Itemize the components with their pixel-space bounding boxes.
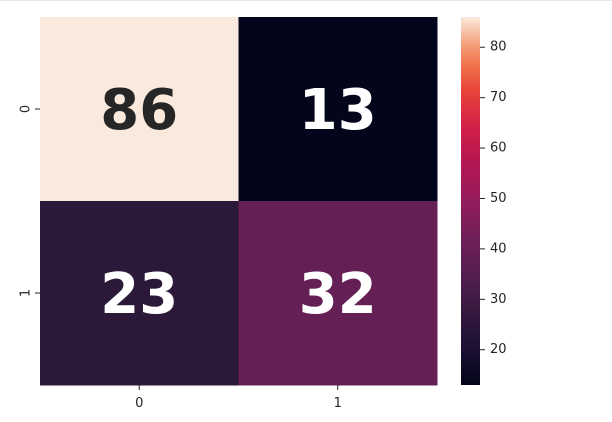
- heatmap-cell-1-1: [238, 201, 438, 386]
- cell-value-1-0: 23: [100, 262, 178, 327]
- cell-value-1-1: 32: [299, 262, 377, 327]
- window-top-edge: [0, 0, 612, 1]
- x-tick-label-1: 1: [334, 396, 342, 411]
- colorbar-tick-label-6: 80: [490, 40, 507, 55]
- colorbar-tick-label-2: 40: [490, 241, 507, 256]
- heatmap-cell-0-0: [40, 17, 239, 202]
- x-tick-label-0: 0: [135, 396, 143, 411]
- heatmap-cells: [40, 17, 438, 386]
- colorbar-tick-label-0: 20: [490, 342, 507, 357]
- cell-value-0-0: 86: [100, 78, 178, 143]
- colorbar-tick-label-4: 60: [490, 141, 507, 156]
- heatmap-cell-1-0: [40, 201, 239, 386]
- colorbar-tick-label-1: 30: [490, 292, 507, 307]
- y-tick-label-0: 0: [19, 105, 34, 113]
- cell-annotations: 86 13 23 32: [100, 78, 376, 327]
- y-tick-label-1: 1: [19, 289, 34, 297]
- colorbar-tick-label-5: 70: [490, 90, 507, 105]
- colorbar-tick-label-3: 50: [490, 191, 507, 206]
- colorbar: [461, 17, 480, 385]
- heatmap-cell-0-1: [238, 17, 438, 202]
- y-axis-ticks: 01: [19, 105, 40, 297]
- colorbar-ticks: 20 30 40 50 60 70 80: [480, 40, 507, 357]
- cell-value-0-1: 13: [299, 78, 377, 143]
